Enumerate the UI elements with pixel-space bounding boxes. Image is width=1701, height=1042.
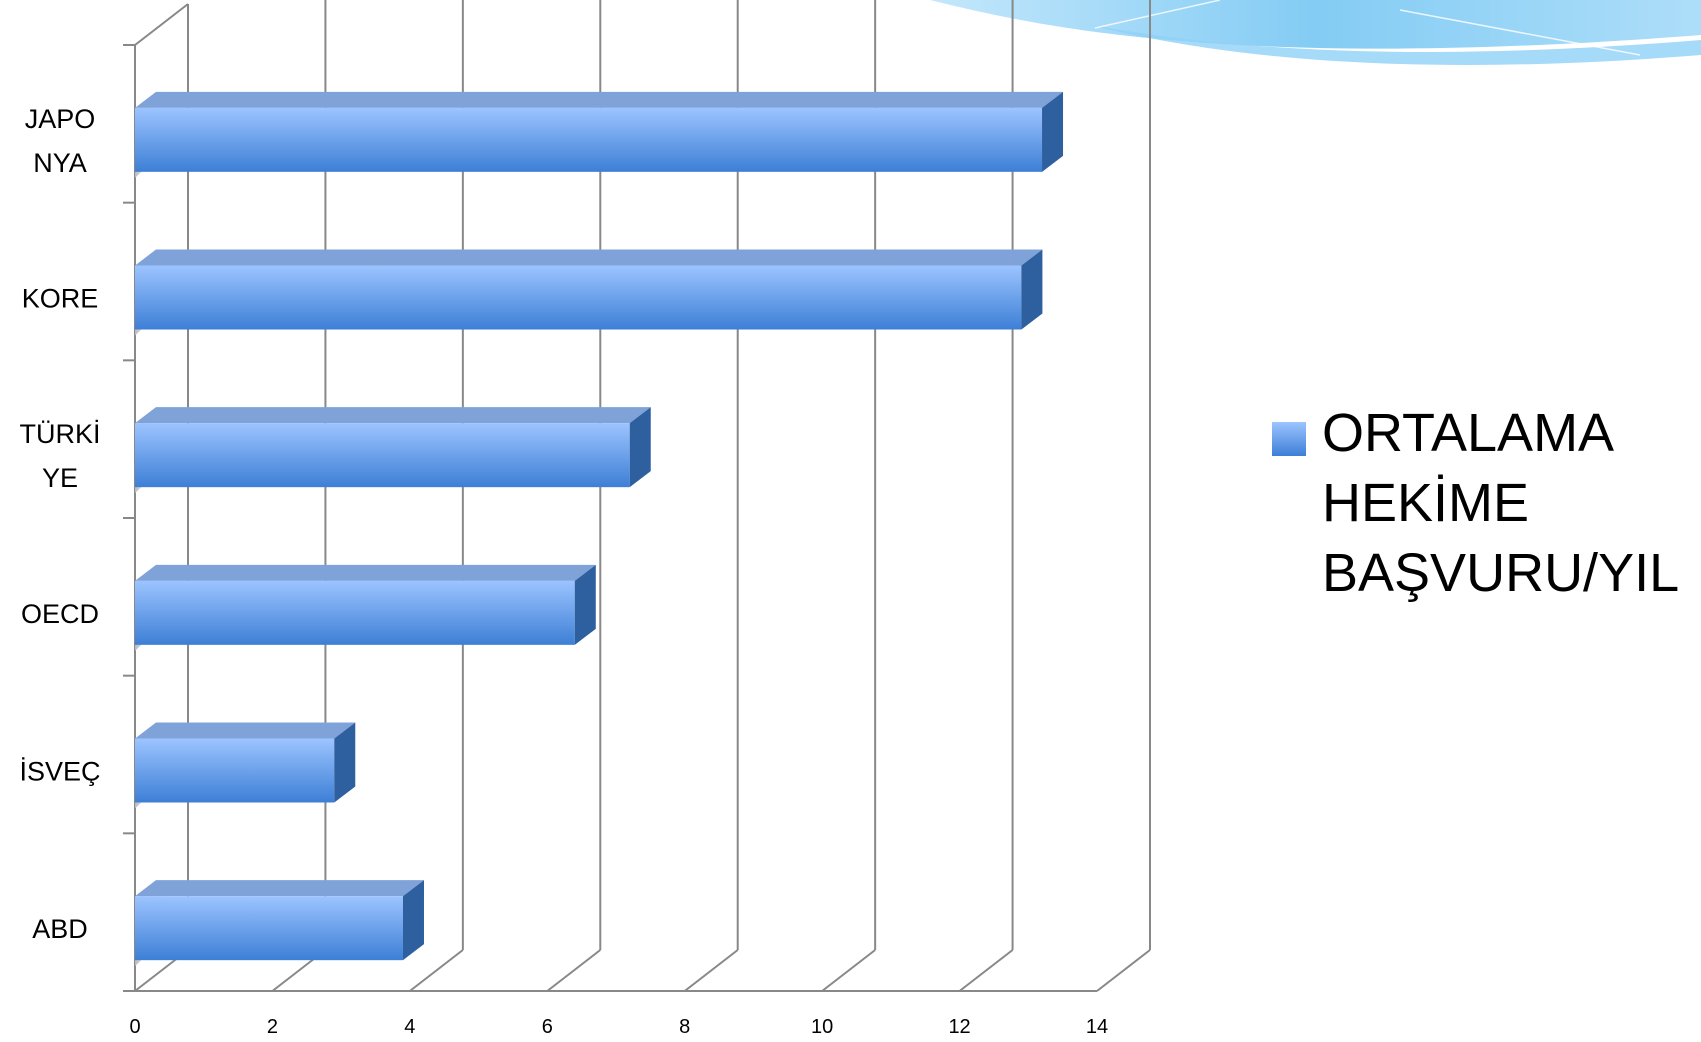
x-tick-label-6: 6 — [542, 1016, 553, 1038]
decorative-swoosh — [930, 0, 1701, 65]
bar-0 — [135, 85, 1064, 178]
bar-1 — [135, 243, 1043, 336]
bar-side-1 — [1021, 249, 1043, 330]
bar-top-1 — [135, 249, 1043, 266]
x-tick-label-4: 4 — [404, 1016, 415, 1038]
bar-side-0 — [1042, 91, 1064, 172]
category-label-line: İSVEÇ — [19, 756, 100, 787]
x-tick-label-2: 2 — [267, 1016, 278, 1038]
floor-line-10 — [821, 949, 876, 992]
x-tick-label-0: 0 — [129, 1016, 140, 1038]
category-label-line: TÜRKİ — [20, 418, 101, 449]
bars — [135, 85, 1064, 967]
x-tick-label-10: 10 — [811, 1016, 833, 1038]
category-label-0: JAPO NYA — [25, 104, 96, 178]
category-label-4: İSVEÇ — [19, 756, 100, 787]
bar-top-2 — [135, 407, 651, 424]
category-label-3: OECD — [21, 599, 99, 629]
bar-front-0 — [135, 107, 1043, 172]
floor-line-8 — [684, 949, 739, 992]
legend-swatch — [1272, 422, 1306, 456]
category-label-line: JAPO — [25, 104, 96, 134]
bar-4 — [135, 716, 356, 809]
bar-3 — [135, 558, 596, 651]
x-axis-ticks: 0 2 4 6 8 10 12 14 — [129, 1016, 1108, 1038]
bar-front-2 — [135, 423, 630, 488]
legend: ORTALAMA HEKİME BAŞVURU/YIL — [1272, 398, 1701, 608]
floor-line-4 — [409, 949, 464, 992]
category-label-line: YE — [42, 463, 78, 493]
category-label-line: OECD — [21, 599, 99, 629]
top-left-depth-edge — [134, 3, 189, 46]
bar-front-1 — [135, 265, 1022, 330]
bar-front-3 — [135, 580, 575, 645]
category-label-5: ABD — [32, 914, 88, 944]
category-label-1: KORE — [22, 284, 99, 314]
bar-side-3 — [574, 564, 596, 645]
bar-front-5 — [135, 896, 403, 961]
category-label-line: ABD — [32, 914, 88, 944]
bar-side-4 — [334, 722, 356, 803]
legend-label: ORTALAMA HEKİME BAŞVURU/YIL — [1322, 403, 1680, 603]
bar-side-5 — [402, 880, 424, 961]
bar-top-5 — [135, 880, 424, 897]
bar-top-3 — [135, 564, 596, 581]
bar-5 — [135, 874, 424, 967]
floor-line-14 — [1096, 949, 1151, 992]
bar-2 — [135, 401, 651, 494]
x-tick-label-12: 12 — [948, 1016, 970, 1038]
bar-top-0 — [135, 91, 1064, 108]
y-axis-categories: JAPO NYA KORE TÜRKİ YE OECD İSVEÇ ABD — [19, 104, 100, 944]
x-tick-label-8: 8 — [679, 1016, 690, 1038]
floor-line-6 — [546, 949, 601, 992]
category-label-line: KORE — [22, 284, 99, 314]
bar-front-4 — [135, 738, 335, 803]
category-label-2: TÜRKİ YE — [20, 418, 101, 493]
bar-side-2 — [629, 407, 651, 488]
category-label-line: NYA — [33, 148, 87, 178]
floor-line-12 — [958, 949, 1014, 992]
x-tick-label-14: 14 — [1086, 1016, 1108, 1038]
bar-top-4 — [135, 722, 356, 739]
